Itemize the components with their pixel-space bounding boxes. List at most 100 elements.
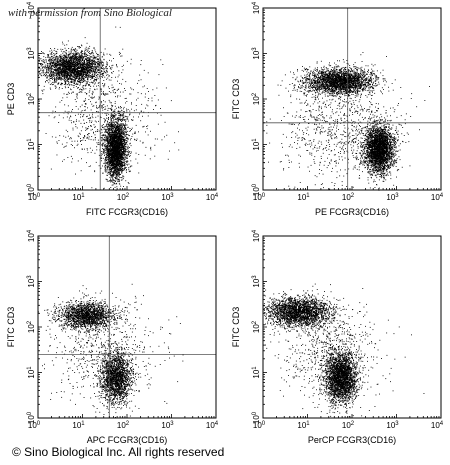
y-tick-label: 101 — [252, 366, 261, 379]
tick-base: 10 — [252, 415, 261, 424]
axis-ticks — [262, 235, 442, 419]
x-tick-label: 101 — [297, 421, 310, 430]
scatter-points — [38, 26, 180, 191]
population-2 — [98, 102, 135, 191]
tick-base: 10 — [252, 50, 261, 59]
x-tick-label: 101 — [297, 193, 310, 202]
x-axis-label: PE FCGR3(CD16) — [315, 207, 389, 217]
tick-exponent: 1 — [252, 366, 258, 370]
tick-base: 10 — [206, 193, 215, 202]
tick-exponent: 0 — [262, 193, 266, 199]
tick-base: 10 — [252, 278, 261, 287]
tick-exponent: 2 — [351, 193, 355, 199]
tick-base: 10 — [161, 421, 170, 430]
tick-base: 10 — [297, 421, 306, 430]
tick-exponent: 3 — [395, 421, 399, 427]
x-tick-label: 101 — [72, 193, 85, 202]
population-2 — [351, 106, 405, 189]
scatter-points — [263, 283, 425, 418]
tick-exponent: 0 — [37, 421, 41, 427]
x-axis-label: PerCP FCGR3(CD16) — [308, 435, 396, 445]
tick-exponent: 1 — [306, 193, 310, 199]
x-tick-label: 102 — [342, 193, 355, 202]
watermark-text: with permission from Sino Biological — [8, 7, 172, 19]
copyright-notice: © Sino Biological Inc. All rights reserv… — [12, 445, 224, 459]
tick-base: 10 — [27, 5, 36, 14]
x-tick-label: 104 — [206, 193, 219, 202]
population-1 — [263, 289, 353, 337]
tick-base: 10 — [72, 421, 81, 430]
tick-exponent: 1 — [27, 366, 33, 370]
population-1 — [280, 54, 394, 104]
tick-base: 10 — [252, 141, 261, 150]
x-tick-label: 100 — [28, 421, 41, 430]
tick-exponent: 3 — [27, 275, 33, 279]
tick-exponent: 4 — [440, 193, 444, 199]
tick-exponent: 3 — [170, 421, 174, 427]
tick-exponent: 1 — [27, 138, 33, 142]
y-tick-label: 103 — [27, 47, 36, 60]
tick-exponent: 2 — [351, 421, 355, 427]
tick-base: 10 — [27, 96, 36, 105]
y-tick-label: 100 — [252, 183, 261, 196]
scatter-points — [263, 52, 430, 191]
tick-exponent: 0 — [27, 183, 33, 187]
tick-exponent: 1 — [252, 138, 258, 142]
tick-base: 10 — [252, 5, 261, 14]
tick-base: 10 — [27, 369, 36, 378]
tick-exponent: 1 — [306, 421, 310, 427]
y-axis-label: PE CD3 — [6, 83, 16, 116]
x-tick-label: 103 — [386, 193, 399, 202]
y-axis-label: FITC CD3 — [6, 307, 16, 348]
tick-exponent: 2 — [126, 193, 130, 199]
tick-exponent: 4 — [215, 193, 219, 199]
tick-base: 10 — [431, 421, 440, 430]
tick-exponent: 1 — [81, 193, 85, 199]
tick-base: 10 — [27, 50, 36, 59]
tick-exponent: 0 — [252, 183, 258, 187]
tick-base: 10 — [252, 187, 261, 196]
tick-base: 10 — [386, 421, 395, 430]
tick-base: 10 — [252, 233, 261, 242]
tick-exponent: 0 — [262, 421, 266, 427]
tick-exponent: 2 — [252, 320, 258, 324]
tick-exponent: 3 — [27, 47, 33, 51]
y-tick-label: 104 — [252, 1, 261, 14]
population-1 — [38, 40, 123, 96]
tick-exponent: 0 — [27, 411, 33, 415]
y-axis-label: FITC CD3 — [231, 307, 241, 348]
axis-ticks — [262, 7, 442, 191]
y-tick-label: 100 — [27, 411, 36, 424]
y-tick-label: 101 — [252, 138, 261, 151]
tick-base: 10 — [297, 193, 306, 202]
y-tick-label: 102 — [27, 92, 36, 105]
y-tick-label: 101 — [27, 138, 36, 151]
x-tick-label: 104 — [206, 421, 219, 430]
x-tick-label: 104 — [431, 421, 444, 430]
tick-exponent: 1 — [81, 421, 85, 427]
tick-exponent: 4 — [252, 1, 258, 5]
tick-exponent: 2 — [27, 320, 33, 324]
tick-exponent: 3 — [252, 275, 258, 279]
tick-base: 10 — [72, 193, 81, 202]
x-tick-label: 101 — [72, 421, 85, 430]
y-tick-label: 100 — [27, 183, 36, 196]
x-tick-label: 103 — [161, 193, 174, 202]
tick-exponent: 2 — [126, 421, 130, 427]
tick-base: 10 — [117, 421, 126, 430]
x-tick-label: 103 — [386, 421, 399, 430]
y-tick-label: 103 — [252, 47, 261, 60]
tick-base: 10 — [252, 324, 261, 333]
tick-base: 10 — [342, 421, 351, 430]
population-3 — [38, 26, 180, 189]
tick-base: 10 — [27, 141, 36, 150]
tick-exponent: 4 — [215, 421, 219, 427]
axis-ticks — [37, 7, 217, 191]
x-axis-label: FITC FCGR3(CD16) — [86, 207, 168, 217]
tick-base: 10 — [431, 193, 440, 202]
tick-base: 10 — [342, 193, 351, 202]
tick-base: 10 — [27, 187, 36, 196]
